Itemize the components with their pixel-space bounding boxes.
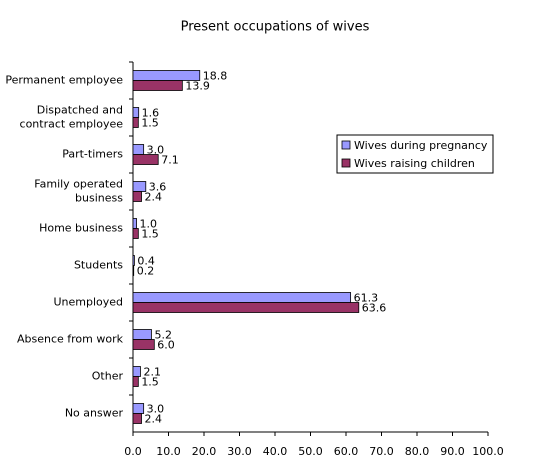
- value-label: 0.4: [137, 255, 155, 268]
- y-tick-label: Family operated business: [34, 178, 123, 205]
- y-tick-label: Part-timers: [62, 148, 123, 161]
- bar: [132, 366, 141, 377]
- y-tick-label: Students: [74, 259, 123, 272]
- value-label: 18.8: [203, 70, 228, 83]
- bar: [132, 144, 145, 155]
- y-tick-label: Dispatched and contract employee: [20, 104, 124, 131]
- value-label: 1.5: [141, 117, 159, 130]
- legend-swatch: [341, 158, 351, 168]
- legend-label: Wives during pregnancy: [354, 139, 488, 152]
- value-label: 3.0: [147, 403, 165, 416]
- bar: [132, 339, 155, 350]
- x-tick-label: 90.0: [440, 445, 465, 458]
- x-tick-label: 80.0: [405, 445, 430, 458]
- y-tick-label: Home business: [39, 222, 123, 235]
- value-label: 5.2: [154, 329, 172, 342]
- x-tick-label: 100.0: [472, 445, 504, 458]
- bar: [132, 80, 183, 91]
- bar: [132, 302, 360, 313]
- bar: [132, 117, 139, 128]
- bar: [132, 107, 140, 118]
- y-tick-label: No answer: [65, 407, 124, 420]
- y-tick-label: Unemployed: [53, 296, 123, 309]
- x-tick-label: 30.0: [227, 445, 252, 458]
- x-tick-label: 60.0: [334, 445, 359, 458]
- x-tick-label: 0.0: [124, 445, 142, 458]
- bar: [132, 191, 142, 202]
- value-label: 13.9: [185, 80, 210, 93]
- value-label: 63.6: [362, 302, 387, 315]
- bar: [132, 255, 135, 266]
- value-label: 2.1: [143, 366, 161, 379]
- x-tick-label: 50.0: [298, 445, 323, 458]
- legend-label: Wives raising children: [354, 157, 475, 170]
- y-tick-label: Permanent employee: [5, 74, 123, 87]
- bar: [132, 376, 139, 387]
- bar: [132, 413, 142, 424]
- value-label: 1.5: [141, 376, 159, 389]
- value-label: 1.6: [142, 107, 160, 120]
- value-label: 3.6: [149, 181, 167, 194]
- x-tick-label: 20.0: [192, 445, 217, 458]
- x-tick-label: 10.0: [156, 445, 181, 458]
- y-tick-label: Other: [92, 370, 124, 383]
- bar: [132, 292, 352, 303]
- y-tick-label: Absence from work: [17, 333, 124, 346]
- chart-title: Present occupations of wives: [181, 20, 370, 35]
- x-tick-label: 70.0: [369, 445, 394, 458]
- bar: [132, 265, 135, 276]
- legend-box: [336, 134, 494, 174]
- value-label: 2.4: [145, 413, 163, 426]
- bar: [132, 154, 159, 165]
- legend-swatch: [341, 140, 351, 150]
- value-label: 0.2: [137, 265, 155, 278]
- value-label: 7.1: [161, 154, 179, 167]
- bar: [132, 228, 139, 239]
- bar: [132, 218, 137, 229]
- value-label: 1.5: [141, 228, 159, 241]
- value-label: 3.0: [147, 144, 165, 157]
- value-label: 2.4: [145, 191, 163, 204]
- bar: [132, 329, 152, 340]
- value-label: 6.0: [157, 339, 175, 352]
- value-label: 61.3: [354, 292, 379, 305]
- value-label: 1.0: [140, 218, 158, 231]
- x-tick-label: 40.0: [263, 445, 288, 458]
- bar: [132, 403, 145, 414]
